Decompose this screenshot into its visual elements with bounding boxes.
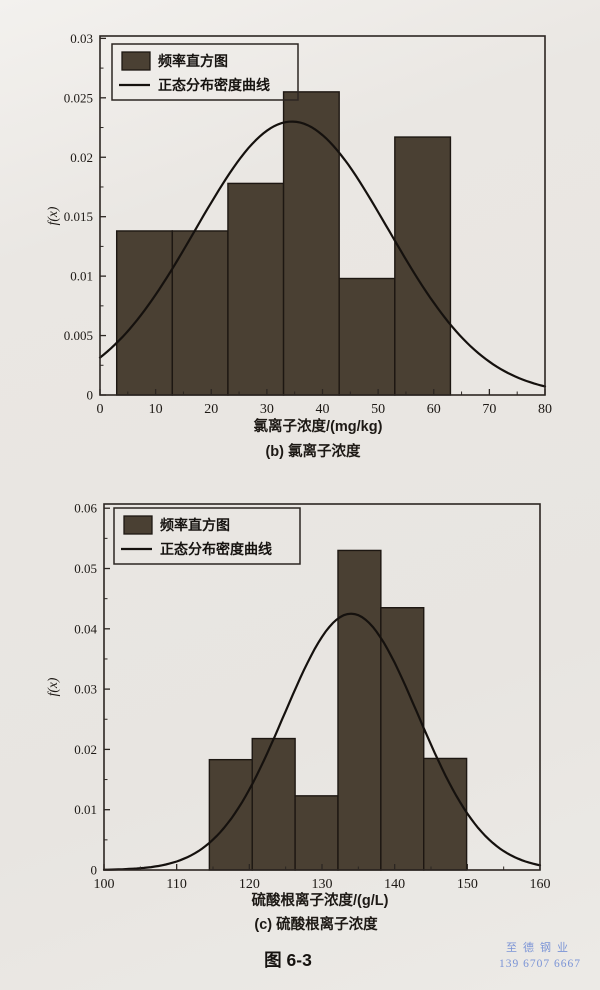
watermark-phone: 139 6707 6667 xyxy=(499,958,581,970)
x-tick-label: 0 xyxy=(97,402,104,417)
y-tick-label: 0.03 xyxy=(70,31,93,46)
x-tick-label: 110 xyxy=(166,877,186,892)
histogram-bar xyxy=(208,758,253,871)
y-tick-label: 0 xyxy=(91,863,98,878)
chart-sulfate: 100 110 120 130 140 150 160 0 0.01 0.02 0.03 0.04 0.… xyxy=(45,501,551,933)
histogram-bar xyxy=(338,277,396,396)
x-tick-label: 60 xyxy=(427,402,441,417)
figure-caption: 图 6-3 xyxy=(264,950,312,970)
legend-curve-label: 正态分布密度曲线 xyxy=(160,541,272,557)
legend-histogram-label: 频率直方图 xyxy=(160,517,230,533)
histogram-bar xyxy=(171,230,229,396)
x-tick-label: 40 xyxy=(316,402,330,417)
chart-caption: (b) 氯离子浓度 xyxy=(265,442,361,460)
y-tick-label: 0.015 xyxy=(64,209,93,224)
chart-chloride: 0 10 20 30 40 50 60 70 80 0 0.005 0.01 0.015 0.02 0.02… xyxy=(45,31,552,460)
y-tick-label: 0.02 xyxy=(70,150,93,165)
histogram-bar xyxy=(294,795,339,871)
chart-sulfate-plot: 100 110 120 130 140 150 160 0 0.01 0.02 0.03 0.04 0.… xyxy=(74,501,550,892)
legend-histogram-swatch xyxy=(123,515,153,535)
y-tick-label: 0.005 xyxy=(64,328,93,343)
x-axis-label: 氯离子浓度/(mg/kg) xyxy=(254,417,383,435)
x-tick-label: 30 xyxy=(260,402,274,417)
y-tick-label: 0.02 xyxy=(74,742,97,757)
chart-chloride-plot: 0 10 20 30 40 50 60 70 80 0 0.005 0.01 0.015 0.02 0.02… xyxy=(64,31,552,417)
x-tick-label: 20 xyxy=(204,402,218,417)
x-tick-label: 140 xyxy=(384,877,405,892)
chart-caption: (c) 硫酸根离子浓度 xyxy=(254,915,378,933)
histogram-bar xyxy=(394,136,452,396)
histogram-bar xyxy=(337,549,382,871)
watermark-brand: 至德钢业 xyxy=(506,940,574,954)
x-tick-label: 150 xyxy=(457,877,478,892)
normal-density-curve xyxy=(98,120,547,388)
y-tick-label: 0.04 xyxy=(74,621,97,636)
y-tick-label: 0.05 xyxy=(74,561,97,576)
x-tick-label: 130 xyxy=(312,877,333,892)
histogram-bar xyxy=(282,91,340,396)
legend-box xyxy=(113,507,301,565)
x-tick-label: 80 xyxy=(538,402,552,417)
histogram-bar xyxy=(227,182,285,396)
y-tick-label: 0 xyxy=(87,388,94,403)
x-tick-label: 10 xyxy=(149,402,163,417)
watermark: 至德钢业 139 6707 6667 xyxy=(499,940,581,970)
x-axis-label: 硫酸根离子浓度/(g/L) xyxy=(252,891,389,909)
legend-histogram-swatch xyxy=(121,51,151,71)
x-tick-label: 70 xyxy=(482,402,496,417)
y-axis-label: f(x) xyxy=(45,677,60,696)
y-tick-label: 0.01 xyxy=(74,802,97,817)
y-tick-label: 0.01 xyxy=(70,269,93,284)
normal-density-curve xyxy=(102,612,542,871)
y-axis-label: f(x) xyxy=(45,206,60,225)
x-tick-label: 100 xyxy=(94,877,115,892)
legend-histogram-label: 频率直方图 xyxy=(158,53,228,69)
y-tick-label: 0.03 xyxy=(74,682,97,697)
legend-box xyxy=(111,43,299,101)
x-tick-label: 160 xyxy=(530,877,551,892)
histogram-bar xyxy=(115,230,174,396)
histogram-bar xyxy=(251,737,296,871)
legend-curve-label: 正态分布密度曲线 xyxy=(158,77,270,93)
y-tick-label: 0.025 xyxy=(64,90,93,105)
x-tick-label: 50 xyxy=(371,402,385,417)
y-tick-label: 0.06 xyxy=(74,501,97,516)
x-tick-label: 120 xyxy=(239,877,260,892)
